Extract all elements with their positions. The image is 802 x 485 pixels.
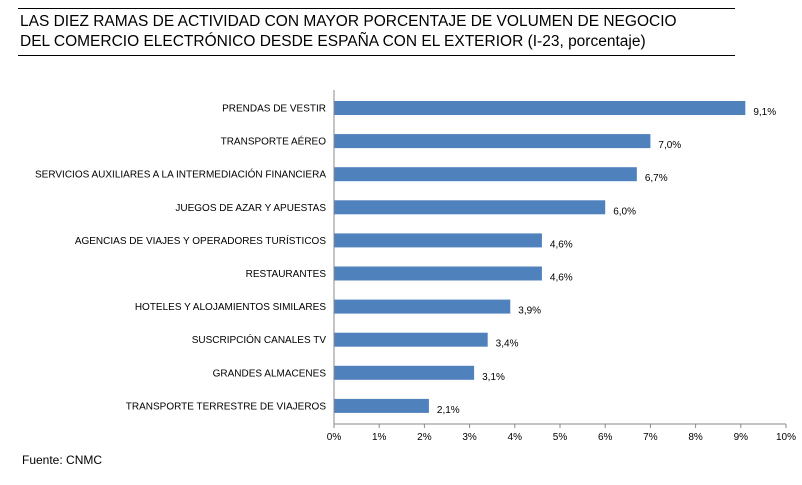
source-note: Fuente: CNMC (22, 453, 103, 467)
x-tick-label: 10% (776, 432, 796, 443)
x-tick-label: 8% (688, 432, 703, 443)
x-tick-label: 5% (553, 432, 568, 443)
x-tick-label: 7% (643, 432, 658, 443)
value-label: 6,7% (645, 173, 668, 184)
bar (334, 134, 651, 149)
value-label: 9,1% (753, 107, 776, 118)
value-label: 6,0% (613, 206, 636, 217)
category-label: JUEGOS DE AZAR Y APUESTAS (175, 203, 326, 214)
chart-title: LAS DIEZ RAMAS DE ACTIVIDAD CON MAYOR PO… (18, 8, 735, 56)
bar (334, 266, 542, 281)
category-label: SERVICIOS AUXILIARES A LA INTERMEDIACIÓN… (35, 168, 326, 181)
x-tick-label: 6% (598, 432, 613, 443)
bar (334, 299, 511, 314)
value-label: 2,1% (437, 405, 460, 416)
bar (334, 101, 746, 115)
value-label: 4,6% (550, 273, 573, 284)
category-label: PRENDAS DE VESTIR (222, 104, 326, 115)
bar (334, 398, 429, 413)
x-tick-label: 2% (417, 432, 432, 443)
category-label: HOTELES Y ALOJAMIENTOS SIMILARES (135, 302, 327, 313)
x-tick-label: 1% (372, 432, 387, 443)
category-label: RESTAURANTES (246, 269, 327, 280)
category-label: GRANDES ALMACENES (213, 368, 327, 379)
bar (334, 332, 488, 347)
bar (334, 167, 637, 182)
category-label: SUSCRIPCIÓN CANALES TV (192, 333, 327, 346)
x-tick-label: 9% (734, 432, 749, 443)
value-label: 7,0% (658, 140, 681, 151)
x-tick-label: 4% (508, 432, 523, 443)
chart-title-line-1: LAS DIEZ RAMAS DE ACTIVIDAD CON MAYOR PO… (20, 13, 677, 30)
chart-title-line-2: DEL COMERCIO ELECTRÓNICO DESDE ESPAÑA CO… (20, 33, 646, 50)
value-label: 3,9% (518, 306, 541, 317)
x-tick-label: 3% (462, 432, 477, 443)
category-label: TRANSPORTE AÉREO (221, 135, 327, 148)
bar (334, 365, 475, 380)
category-label: AGENCIAS DE VIAJES Y OPERADORES TURÍSTIC… (75, 234, 327, 247)
value-label: 3,4% (496, 339, 519, 350)
value-label: 3,1% (482, 372, 505, 383)
bar (334, 233, 542, 248)
x-tick-label: 0% (327, 432, 342, 443)
category-label: TRANSPORTE TERRESTRE DE VIAJEROS (126, 401, 327, 412)
bar (334, 200, 606, 215)
value-label: 4,6% (550, 239, 573, 250)
